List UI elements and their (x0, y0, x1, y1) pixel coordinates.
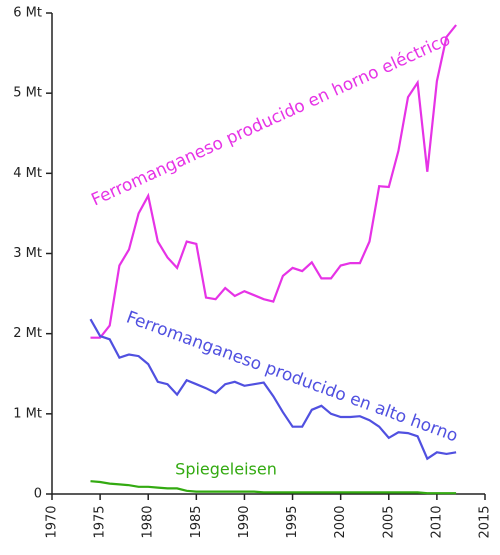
y-tick-label: 4 Mt (13, 166, 42, 181)
x-tick-label: 2010 (429, 505, 444, 538)
y-tick-label: 6 Mt (13, 6, 42, 21)
x-tick-label: 2000 (333, 505, 348, 538)
y-tick-label: 2 Mt (13, 326, 42, 341)
x-tick-label: 1980 (141, 505, 156, 538)
y-tick-label: 5 Mt (13, 86, 42, 101)
series-label: Spiegeleisen (175, 460, 277, 479)
x-tick-label: 1990 (237, 505, 252, 538)
line (90, 24, 457, 339)
series-label: Ferromanganeso producido en horno eléctr… (88, 30, 453, 211)
x-tick-label: 2015 (478, 505, 493, 538)
y-tick-label: 0 (34, 487, 42, 502)
y-tick-label: 1 Mt (13, 406, 42, 421)
x-tick-label: 1985 (189, 505, 204, 538)
x-tick-label: 1995 (285, 505, 300, 538)
line (89, 318, 457, 461)
x-tick-label: 1970 (45, 505, 60, 538)
x-tick-label: 1975 (93, 505, 108, 538)
y-tick-label: 3 Mt (13, 246, 42, 261)
line (90, 480, 457, 495)
x-tick-label: 2005 (381, 505, 396, 538)
